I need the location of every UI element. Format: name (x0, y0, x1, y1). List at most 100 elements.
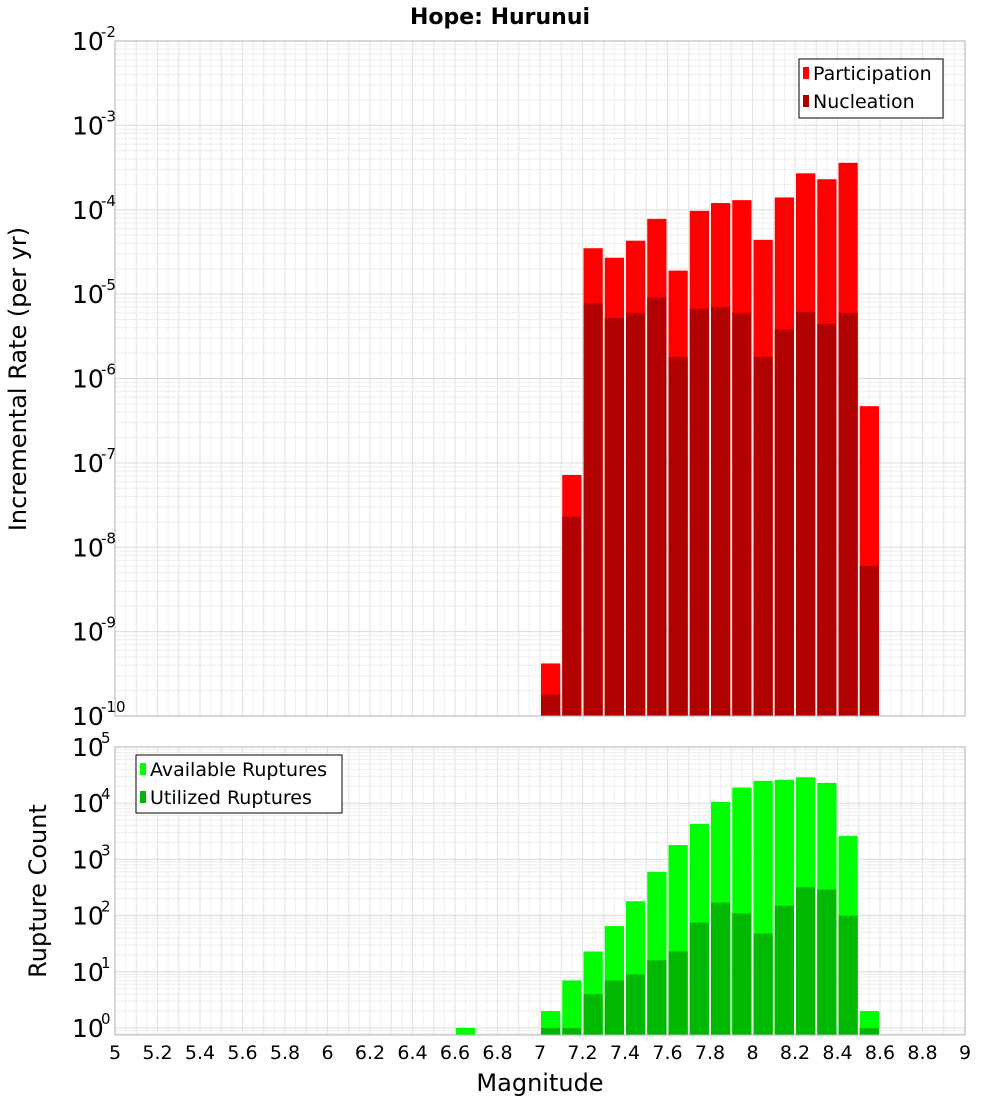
y-tick-base: 10 (72, 533, 104, 562)
x-tick-label: 7.4 (610, 1042, 640, 1064)
y-tick-exponent: 4 (101, 785, 111, 803)
top-legend-label-participation: Participation (813, 63, 932, 85)
y-tick-base: 10 (72, 733, 104, 762)
y-tick-base: 10 (72, 196, 104, 225)
bottom-x-ticks: 5 5.2 5.4 5.6 5.8 6 6.2 6.4 6.6 6.8 7 7.2 7.4 7.6 7.8 8… (109, 1042, 971, 1064)
y-tick-exponent: 0 (101, 1010, 111, 1028)
y-tick-exponent: -4 (101, 192, 116, 210)
bottom-bar-utilized-ruptures (626, 974, 646, 1035)
bottom-bar-utilized-ruptures (647, 960, 667, 1035)
x-tick-label: 9 (959, 1042, 971, 1064)
x-tick-label: 8.6 (865, 1042, 895, 1064)
bottom-bar-utilized-ruptures (711, 902, 731, 1035)
top-bar-nucleation (541, 694, 561, 716)
bottom-bar-utilized-ruptures (753, 933, 773, 1035)
top-bar-nucleation (647, 297, 667, 716)
x-tick-label: 8 (746, 1042, 758, 1064)
top-bar-nucleation (562, 516, 582, 716)
bottom-legend-box (135, 754, 343, 814)
top-bar-nucleation (626, 312, 646, 716)
y-tick-base: 10 (72, 449, 104, 478)
top-bar-nucleation (859, 565, 879, 716)
top-bar-nucleation (796, 312, 816, 716)
bottom-y-tick-label: 104 (72, 785, 111, 818)
y-tick-base: 10 (72, 111, 104, 140)
top-legend-label-nucleation: Nucleation (813, 91, 915, 113)
bottom-legend-swatch-utilized (140, 791, 146, 803)
bottom-y-tick-label: 100 (72, 1010, 111, 1043)
bottom-legend: Available Ruptures Utilized Ruptures (135, 754, 343, 814)
top-y-tick-label: 10-6 (72, 361, 116, 394)
top-bars (541, 162, 879, 717)
top-bar-nucleation (583, 303, 603, 716)
top-bar-nucleation (838, 312, 858, 716)
top-y-tick-label: 10-7 (72, 445, 116, 478)
top-bar-nucleation (711, 307, 731, 716)
bottom-bar-utilized-ruptures (541, 1027, 561, 1035)
bottom-y-tick-label: 105 (72, 729, 111, 762)
top-legend-box (798, 58, 944, 119)
y-tick-base: 10 (72, 27, 104, 56)
top-y-tick-label: 10-8 (72, 529, 116, 562)
y-tick-base: 10 (72, 702, 104, 731)
top-y-tick-label: 10-10 (72, 698, 126, 731)
bottom-y-tick-label: 103 (72, 841, 111, 874)
bottom-bar-utilized-ruptures (796, 887, 816, 1035)
top-grid (114, 41, 966, 717)
y-tick-base: 10 (72, 1014, 104, 1043)
y-tick-exponent: -7 (101, 445, 116, 463)
bottom-y-axis-label: Rupture Count (24, 804, 52, 978)
top-bar-nucleation (668, 356, 688, 716)
bottom-bar-utilized-ruptures (668, 951, 688, 1035)
x-tick-label: 7.6 (652, 1042, 682, 1064)
y-tick-base: 10 (72, 789, 104, 818)
y-tick-base: 10 (72, 280, 104, 309)
top-y-axis-label: Incremental Rate (per yr) (4, 227, 32, 531)
x-tick-label: 6.8 (482, 1042, 512, 1064)
bottom-bars (456, 777, 879, 1035)
bottom-legend-swatch-available (140, 763, 146, 775)
bottom-bar-utilized-ruptures (838, 915, 858, 1035)
top-y-tick-label: 10-2 (72, 23, 116, 56)
y-tick-exponent: -2 (101, 23, 116, 41)
bottom-bar-available-ruptures (456, 1027, 476, 1035)
bottom-bar-utilized-ruptures (859, 1027, 879, 1035)
top-bar-nucleation (604, 318, 624, 716)
top-y-tick-label: 10-4 (72, 192, 116, 225)
top-y-tick-label: 10-9 (72, 614, 116, 647)
x-tick-label: 7.8 (695, 1042, 725, 1064)
y-tick-exponent: -3 (101, 107, 116, 125)
bottom-plot-frame (114, 746, 966, 1036)
x-tick-label: 7 (534, 1042, 546, 1064)
top-legend-swatch-participation (803, 67, 809, 79)
x-axis-label: Magnitude (476, 1069, 603, 1097)
x-tick-label: 5.6 (227, 1042, 257, 1064)
x-tick-label: 5 (109, 1042, 121, 1064)
top-bar-nucleation (732, 312, 752, 716)
x-tick-label: 7.2 (567, 1042, 597, 1064)
x-tick-label: 5.8 (270, 1042, 300, 1064)
y-tick-base: 10 (72, 902, 104, 931)
x-tick-label: 5.4 (185, 1042, 215, 1064)
top-bar-nucleation (817, 324, 837, 716)
bottom-legend-label-utilized: Utilized Ruptures (150, 787, 312, 809)
top-legend-swatch-nucleation (803, 95, 809, 107)
y-tick-exponent: 1 (101, 954, 111, 972)
top-bar-nucleation (753, 356, 773, 716)
y-tick-base: 10 (72, 618, 104, 647)
bottom-bar-utilized-ruptures (774, 905, 794, 1035)
top-legend: Participation Nucleation (798, 58, 944, 119)
top-plot-frame (114, 40, 966, 717)
x-tick-label: 6.4 (397, 1042, 427, 1064)
y-tick-exponent: -10 (101, 698, 126, 716)
x-tick-label: 6 (321, 1042, 333, 1064)
y-tick-base: 10 (72, 845, 104, 874)
y-tick-exponent: -6 (101, 361, 116, 379)
top-y-tick-label: 10-3 (72, 107, 116, 140)
bottom-y-tick-label: 101 (72, 954, 111, 987)
y-tick-exponent: 2 (101, 898, 111, 916)
